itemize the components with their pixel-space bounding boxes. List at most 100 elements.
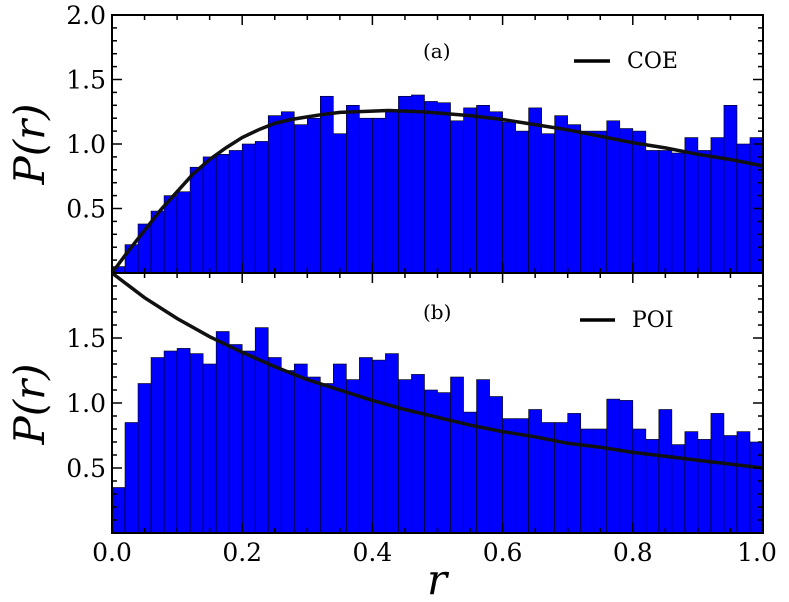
panel-label-a: (a)	[423, 39, 451, 63]
y-axis-title-a-text: P(r)	[5, 103, 54, 185]
bar	[697, 439, 712, 534]
bar	[684, 137, 699, 274]
bar	[697, 150, 712, 274]
x-tick-label: 0.2	[222, 538, 262, 567]
bar	[267, 115, 282, 274]
bar	[645, 150, 660, 274]
bar	[293, 363, 308, 534]
y-tick-label: 1.0	[66, 389, 106, 418]
bar	[606, 120, 621, 274]
coe-curve	[110, 108, 764, 275]
bar	[476, 379, 490, 534]
bar	[658, 409, 673, 534]
bar	[280, 111, 295, 274]
bar	[202, 363, 217, 534]
bar	[736, 431, 751, 534]
bar	[280, 370, 295, 534]
bar	[293, 124, 308, 274]
x-tick-label: 0.4	[353, 538, 393, 567]
bar	[215, 331, 230, 534]
bar	[554, 422, 568, 534]
bar	[346, 379, 360, 534]
x-tick-label: 0.8	[613, 538, 653, 567]
bar	[398, 379, 412, 534]
poi-curve	[110, 271, 764, 470]
x-tick-label: 1.0	[737, 538, 777, 567]
bar	[450, 376, 464, 534]
bar	[385, 111, 399, 274]
bar	[228, 344, 243, 534]
bar	[723, 105, 738, 274]
bar	[541, 133, 555, 274]
bar	[502, 418, 516, 534]
bar	[228, 150, 243, 274]
bar	[528, 107, 542, 274]
bar	[163, 195, 178, 274]
bar	[450, 120, 464, 274]
y-ticks-a: 0.5 1.0 1.5 2.0	[66, 1, 763, 261]
bar	[372, 359, 386, 534]
y-tick-label: 2.0	[66, 1, 106, 30]
bar	[619, 400, 634, 534]
bar	[241, 350, 256, 534]
bars-b	[111, 327, 764, 534]
x-axis-title: r	[427, 555, 450, 602]
bar	[189, 166, 204, 274]
y-tick-label: 1.5	[66, 66, 106, 95]
bar	[619, 128, 634, 274]
bar	[306, 376, 321, 534]
bar	[411, 374, 425, 534]
panel-label-b: (b)	[423, 300, 451, 324]
y-axis-title-b: P(r)	[5, 363, 54, 445]
bar	[489, 396, 503, 534]
x-tick-label: 0.6	[483, 538, 523, 567]
bar	[150, 357, 165, 534]
bar	[424, 389, 438, 534]
bar	[567, 124, 582, 274]
bar	[176, 191, 191, 274]
bar	[267, 357, 282, 534]
bar	[554, 115, 568, 274]
bar	[215, 154, 230, 274]
bar	[320, 383, 334, 534]
bar	[398, 95, 412, 274]
bar	[671, 152, 686, 274]
bar	[632, 130, 647, 274]
bar	[359, 117, 373, 274]
y-tick-label: 0.5	[66, 454, 106, 483]
bar	[346, 105, 360, 274]
bar	[658, 150, 673, 274]
bar	[632, 428, 647, 534]
bar	[372, 117, 386, 274]
bar	[437, 102, 451, 274]
x-tick-labels: 0.0 0.2 0.4 0.6 0.8 1.0	[92, 538, 777, 567]
bar	[424, 101, 438, 274]
bar	[176, 348, 191, 534]
bar	[710, 413, 725, 534]
bar	[333, 133, 347, 274]
bar	[437, 392, 451, 534]
bar	[723, 435, 738, 534]
bar	[320, 95, 334, 274]
y-tick-label: 1.0	[66, 130, 106, 159]
bar	[502, 121, 516, 274]
bar	[254, 141, 269, 274]
bars-a	[111, 94, 764, 274]
bar	[463, 107, 477, 274]
bar	[411, 94, 425, 274]
y-axis-title-a: P(r)	[5, 103, 54, 185]
bar	[489, 111, 503, 274]
bar	[528, 409, 542, 534]
legend-label-coe: COE	[627, 49, 678, 74]
x-tick-label: 0.0	[92, 538, 132, 567]
bar	[463, 411, 477, 534]
y-tick-label: 1.5	[66, 324, 106, 353]
y-tick-label: 0.5	[66, 195, 106, 224]
bar	[359, 357, 373, 534]
bar	[593, 130, 608, 274]
panel-b: 0.5 1.0 1.5 (b) POI P(r)	[5, 271, 764, 534]
y-ticks-b: 0.5 1.0 1.5	[66, 285, 763, 521]
x-ticks-b	[143, 273, 732, 533]
bar	[606, 398, 621, 534]
bar	[202, 156, 217, 274]
